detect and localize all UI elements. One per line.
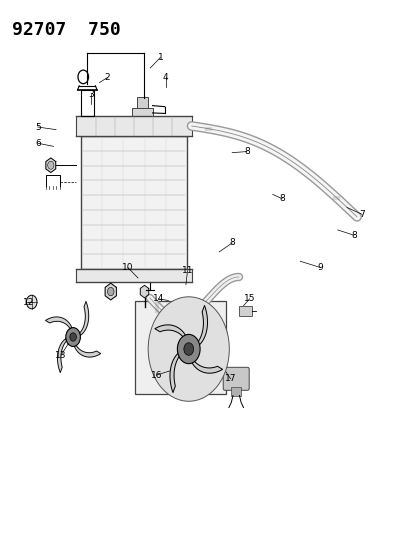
Bar [76,269,191,282]
Text: 92707  750: 92707 750 [12,21,121,39]
Bar [135,302,226,394]
Circle shape [26,295,37,309]
Bar [193,306,200,318]
Text: 16: 16 [150,370,161,379]
Polygon shape [45,317,72,328]
Text: 2: 2 [104,73,110,82]
FancyBboxPatch shape [223,367,249,390]
Text: 6: 6 [35,139,40,148]
Polygon shape [74,345,100,357]
Circle shape [177,334,199,364]
Circle shape [70,333,76,341]
Text: 4: 4 [162,73,168,82]
Bar [132,108,152,116]
Text: 9: 9 [317,263,323,272]
Text: 1: 1 [157,53,163,62]
Bar [141,306,147,312]
Text: 8: 8 [278,194,284,203]
Text: 8: 8 [243,147,249,156]
Text: 8: 8 [229,238,235,247]
Bar [231,387,240,395]
Text: 8: 8 [350,231,356,240]
Polygon shape [170,351,182,393]
Circle shape [66,328,80,346]
Polygon shape [46,158,56,173]
Bar [239,306,251,316]
Bar [204,127,211,131]
Polygon shape [105,283,116,300]
Text: 13: 13 [55,351,66,360]
Polygon shape [80,302,88,335]
Bar [154,302,160,313]
Text: 11: 11 [181,266,193,275]
Text: 7: 7 [358,210,364,219]
Text: 3: 3 [88,90,94,99]
Polygon shape [57,338,66,373]
Bar [136,97,148,108]
Bar [81,136,186,269]
Text: 15: 15 [243,294,255,303]
Circle shape [148,297,229,401]
Circle shape [107,287,114,296]
Circle shape [47,161,54,169]
Bar [76,116,191,136]
Polygon shape [140,285,148,298]
Polygon shape [154,325,187,341]
Text: 10: 10 [122,263,133,272]
Text: 12: 12 [23,297,34,306]
Bar [332,196,339,200]
Text: 17: 17 [224,374,236,383]
Text: 14: 14 [152,294,164,303]
Polygon shape [195,305,207,348]
Polygon shape [190,358,222,373]
Text: 5: 5 [35,123,40,132]
Circle shape [183,343,193,356]
